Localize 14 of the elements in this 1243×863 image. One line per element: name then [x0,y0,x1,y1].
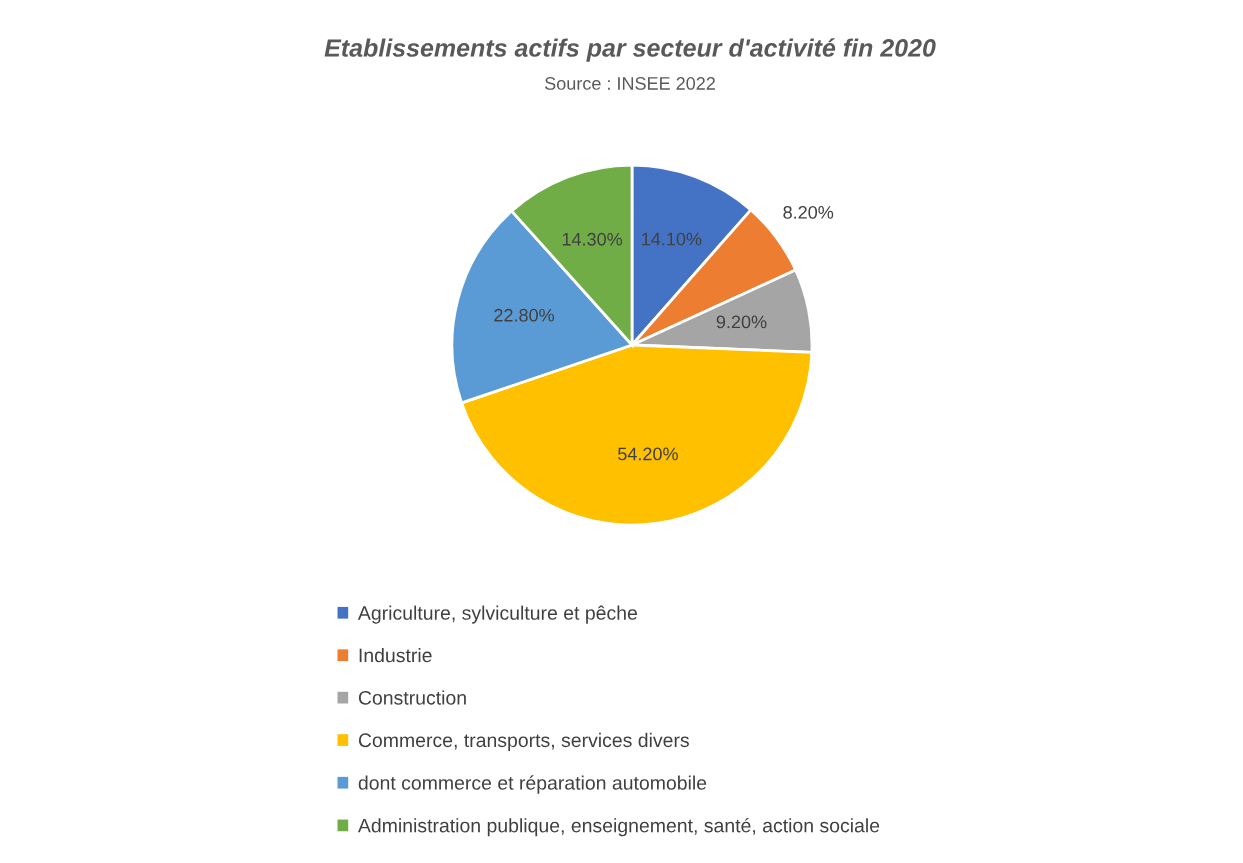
data-label: 22.80% [494,308,555,322]
legend-label: dont commerce et réparation automobile [358,775,707,794]
data-label: 8.20% [783,205,834,219]
data-label: 9.20% [716,315,767,329]
legend-label: Construction [358,690,466,705]
data-label: 54.20% [618,447,678,461]
legend-label: Industrie [359,648,432,663]
chart-title: Etablissements actifs par secteur d'activité fin 2020 [324,38,936,62]
chart-subtitle: Source : INSEE 2022 [545,77,715,90]
legend-label: Commerce, transports, services divers [358,732,689,751]
data-label: 14.10% [642,232,702,246]
legend-label: Administration publique, enseignement, santé, action sociale [357,817,880,837]
data-label: 14.30% [562,232,623,246]
legend-label: Agriculture, sylviculture et pêche [357,605,637,624]
